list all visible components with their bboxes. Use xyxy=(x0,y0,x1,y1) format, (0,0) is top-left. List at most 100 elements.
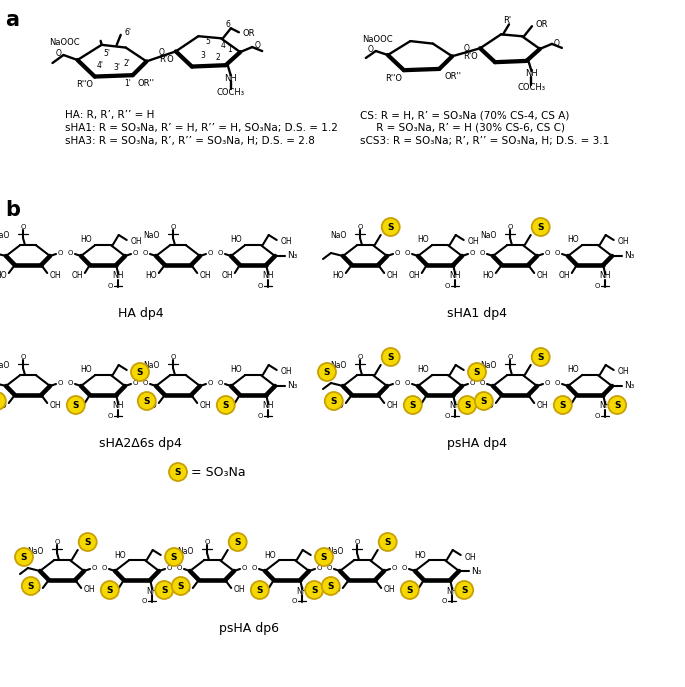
Text: NaO: NaO xyxy=(331,361,347,370)
Text: NaO: NaO xyxy=(481,361,497,370)
Text: NaO: NaO xyxy=(327,546,344,556)
Text: O: O xyxy=(508,224,512,230)
Circle shape xyxy=(138,392,155,410)
Text: HO: HO xyxy=(482,401,494,409)
Text: S: S xyxy=(73,401,79,410)
Circle shape xyxy=(322,577,340,595)
Text: = SO₃Na: = SO₃Na xyxy=(191,466,246,479)
Text: HO: HO xyxy=(145,271,157,280)
Text: S: S xyxy=(137,368,143,377)
Text: R': R' xyxy=(503,16,511,25)
Text: O: O xyxy=(108,413,113,419)
Text: O: O xyxy=(595,283,600,289)
Text: O: O xyxy=(555,250,560,256)
Text: 2: 2 xyxy=(216,54,221,63)
Text: S: S xyxy=(144,397,150,406)
Text: S: S xyxy=(21,553,27,562)
Text: S: S xyxy=(410,401,416,410)
Text: S: S xyxy=(171,553,177,562)
Circle shape xyxy=(15,548,33,566)
Text: OH: OH xyxy=(468,368,479,376)
Text: R''O: R''O xyxy=(385,74,402,82)
Text: S: S xyxy=(464,401,471,410)
Text: O: O xyxy=(327,565,332,571)
Text: NH: NH xyxy=(112,271,124,280)
Text: 5: 5 xyxy=(206,38,210,47)
Text: sHA1 dp4: sHA1 dp4 xyxy=(447,307,508,320)
Text: OR'': OR'' xyxy=(445,72,461,82)
Text: HO: HO xyxy=(0,271,7,280)
Text: NaO: NaO xyxy=(0,232,10,240)
Text: O: O xyxy=(171,224,175,230)
Text: O: O xyxy=(208,380,213,386)
Text: 1: 1 xyxy=(227,45,232,54)
Text: S: S xyxy=(614,401,621,410)
Circle shape xyxy=(532,218,549,236)
Text: S: S xyxy=(461,586,467,595)
Text: N₃: N₃ xyxy=(287,381,297,390)
Text: S: S xyxy=(257,586,263,595)
Text: O: O xyxy=(21,224,25,230)
Text: N₃: N₃ xyxy=(624,381,634,390)
Text: OH: OH xyxy=(405,585,416,594)
Text: 4': 4' xyxy=(97,60,103,69)
Text: NH: NH xyxy=(112,401,124,411)
Text: 3': 3' xyxy=(114,63,121,73)
Text: O: O xyxy=(251,565,257,571)
Text: O: O xyxy=(508,354,512,360)
Text: O: O xyxy=(445,413,450,419)
Text: HO: HO xyxy=(418,236,429,245)
Text: R''O: R''O xyxy=(76,80,92,89)
Text: HO: HO xyxy=(81,236,92,245)
Text: O: O xyxy=(58,250,64,256)
Text: O: O xyxy=(133,380,138,386)
Text: HO: HO xyxy=(482,271,494,280)
Text: O: O xyxy=(545,250,550,256)
Text: NH: NH xyxy=(262,271,274,280)
Text: NaOOC: NaOOC xyxy=(49,38,79,47)
Text: O: O xyxy=(392,565,397,571)
Text: O: O xyxy=(167,565,173,571)
Text: OH: OH xyxy=(199,271,211,280)
Text: OH: OH xyxy=(408,401,420,409)
Text: O: O xyxy=(21,354,25,360)
Text: O: O xyxy=(177,565,182,571)
Text: OH: OH xyxy=(536,401,548,409)
Circle shape xyxy=(553,396,572,414)
Text: OH: OH xyxy=(618,238,630,247)
Text: O: O xyxy=(171,354,175,360)
Text: 6: 6 xyxy=(225,20,230,29)
Circle shape xyxy=(131,363,149,381)
Text: O: O xyxy=(445,283,450,289)
Text: HO: HO xyxy=(414,550,426,559)
Text: OH: OH xyxy=(408,271,420,280)
Text: N₃: N₃ xyxy=(624,251,634,260)
Text: O: O xyxy=(554,39,560,48)
Text: S: S xyxy=(384,538,391,547)
Text: S: S xyxy=(321,553,327,562)
Text: OH: OH xyxy=(83,585,95,594)
Text: S: S xyxy=(388,223,394,232)
Text: OH: OH xyxy=(199,401,211,409)
Text: O: O xyxy=(204,539,210,545)
Text: O: O xyxy=(463,44,469,53)
Text: OH: OH xyxy=(221,271,233,280)
Circle shape xyxy=(101,581,119,599)
Text: HO: HO xyxy=(114,550,126,559)
Text: NaO: NaO xyxy=(331,232,347,240)
Text: OH: OH xyxy=(131,368,142,376)
Circle shape xyxy=(79,533,97,551)
Text: S: S xyxy=(327,582,334,591)
Text: O: O xyxy=(405,250,410,256)
Text: psHA dp6: psHA dp6 xyxy=(219,622,279,635)
Text: S: S xyxy=(481,397,487,406)
Text: sCS3: R = SO₃Na; R’, R’’ = SO₃Na, H; D.S. = 3.1: sCS3: R = SO₃Na; R’, R’’ = SO₃Na, H; D.S… xyxy=(360,136,609,146)
Text: HO: HO xyxy=(568,365,580,374)
Text: sHA3: R = SO₃Na, R’, R’’ = SO₃Na, H; D.S. = 2.8: sHA3: R = SO₃Na, R’, R’’ = SO₃Na, H; D.S… xyxy=(65,136,315,146)
Text: NH: NH xyxy=(525,69,538,78)
Text: HO: HO xyxy=(0,401,7,409)
Text: OH: OH xyxy=(131,238,142,247)
Text: O: O xyxy=(92,565,97,571)
Text: NH: NH xyxy=(449,271,461,280)
Text: HO: HO xyxy=(332,271,344,280)
